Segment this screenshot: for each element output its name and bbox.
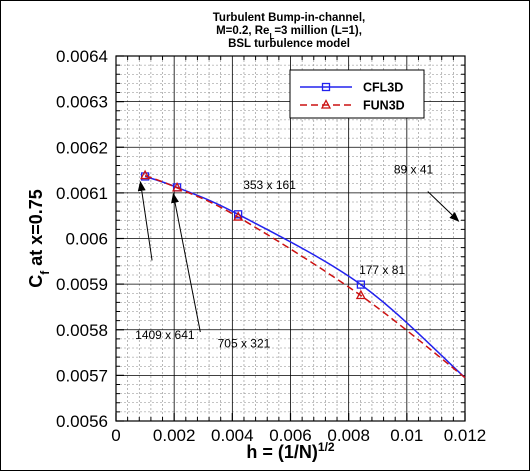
grid-size-label: 177 x 81 (359, 263, 405, 277)
annotation-arrow (171, 192, 201, 333)
grid-size-label: 353 x 161 (243, 178, 296, 192)
axis-ticks (115, 55, 466, 422)
legend-box (289, 69, 425, 119)
data-point-cfl3d (233, 210, 243, 219)
legend: CFL3D FUN3D (289, 69, 425, 119)
annotation-arrow (137, 180, 153, 261)
x-axis-title: h = (1/N)1/2 (246, 440, 335, 462)
legend-label-cfl3d: CFL3D (363, 81, 403, 95)
x-tick-label: 0.004 (211, 426, 254, 445)
y-tick-label: 0.0059 (56, 275, 108, 294)
y-tick-label: 0.0063 (56, 93, 108, 112)
legend-label-fun3d: FUN3D (363, 99, 405, 113)
x-tick-label: 0.01 (390, 426, 423, 445)
y-axis-title: Cf at x=0.75 (26, 189, 52, 288)
data-point-cfl3d (356, 280, 366, 289)
x-tick-label: 0.008 (327, 426, 370, 445)
y-tick-label: 0.0056 (56, 412, 108, 431)
grid-size-label: 1409 x 641 (135, 328, 195, 342)
y-tick-label: 0.0064 (56, 47, 108, 66)
legend-marker-triangle (320, 99, 332, 109)
grid-size-label: 89 x 41 (394, 163, 434, 177)
y-tick-label: 0.0061 (56, 184, 108, 203)
data-point-fun3d (171, 181, 183, 192)
chart-title: Turbulent Bump-in-channel, M=0.2, ReL=3 m… (213, 12, 365, 50)
y-tick-label: 0.0062 (56, 138, 108, 157)
x-tick-label: 0.006 (269, 426, 312, 445)
grid-size-label: 705 x 321 (218, 337, 271, 351)
y-tick-labels: 0.0056 0.0057 0.0058 0.0059 0.006 0.0061 0.006… (56, 47, 108, 431)
series-layer (139, 169, 466, 379)
data-point-fun3d (139, 169, 151, 180)
annotation-arrow (427, 191, 460, 222)
x-tick-label: 0.012 (444, 426, 487, 445)
x-tick-labels: 0 0.002 0.004 0.006 0.008 0.01 0.012 (111, 426, 486, 445)
data-point-fun3d (355, 289, 366, 300)
y-tick-label: 0.0057 (56, 366, 108, 385)
annotations: 1409 x 641 705 x 321 353 x 161 177 x 81 89 x… (135, 163, 460, 351)
legend-marker-square (321, 82, 331, 92)
y-tick-label: 0.006 (65, 230, 108, 249)
series-line-cfl3d (144, 175, 466, 379)
x-tick-label: 0 (111, 426, 120, 445)
data-point-fun3d (233, 211, 244, 221)
y-tick-label: 0.0058 (56, 321, 108, 340)
x-tick-label: 0.002 (153, 426, 196, 445)
